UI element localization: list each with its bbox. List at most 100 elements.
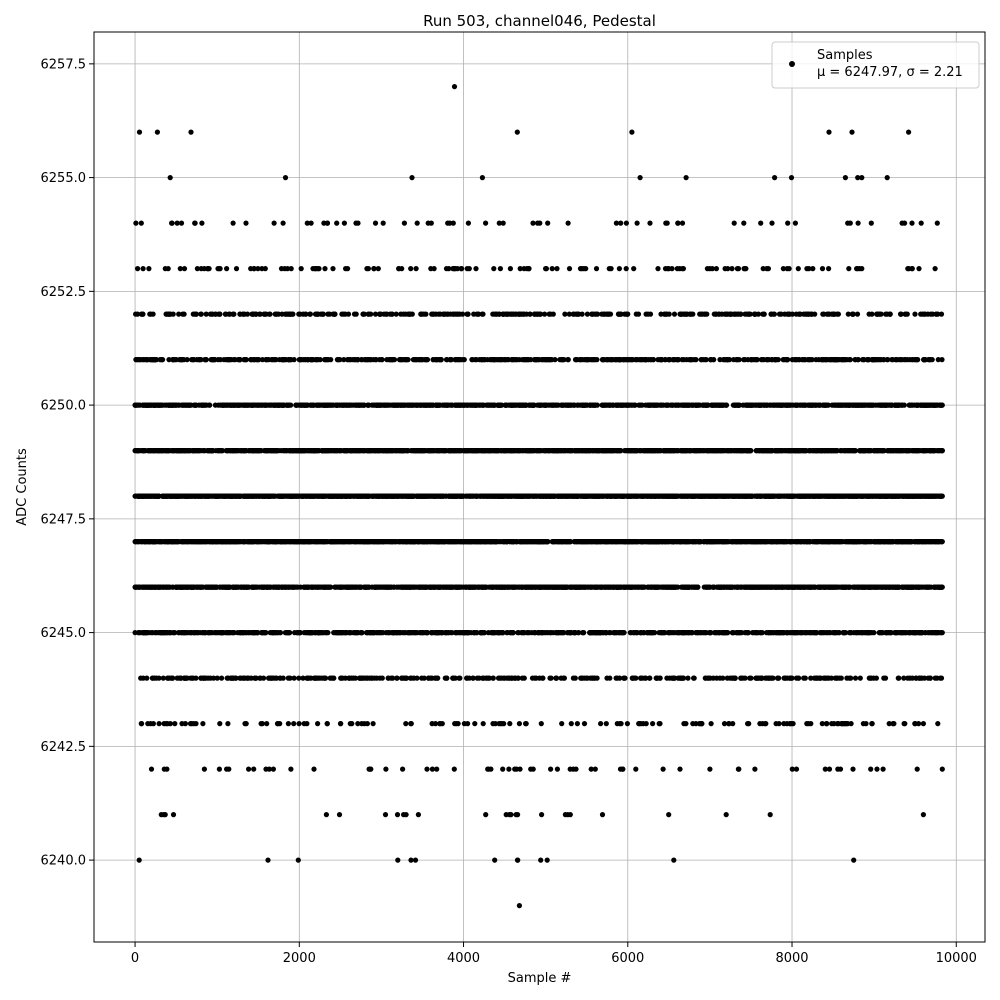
data-point bbox=[337, 721, 344, 727]
data-point bbox=[681, 721, 687, 727]
data-point bbox=[252, 675, 258, 681]
data-point bbox=[675, 584, 681, 590]
data-point bbox=[162, 630, 168, 636]
data-point bbox=[236, 584, 242, 590]
data-point bbox=[574, 721, 581, 727]
data-point bbox=[495, 584, 501, 590]
data-point bbox=[769, 675, 775, 681]
data-point bbox=[710, 584, 716, 590]
data-point bbox=[691, 675, 697, 681]
data-point bbox=[246, 766, 252, 772]
data-point bbox=[353, 630, 359, 636]
data-point bbox=[141, 584, 147, 590]
data-point bbox=[300, 675, 306, 681]
data-point bbox=[926, 630, 932, 636]
data-point bbox=[880, 766, 886, 772]
data-point bbox=[850, 766, 856, 772]
data-point bbox=[829, 721, 835, 727]
data-point bbox=[476, 675, 482, 681]
data-point bbox=[621, 630, 627, 636]
data-point bbox=[920, 721, 927, 727]
data-point bbox=[444, 675, 450, 681]
data-point bbox=[412, 857, 419, 863]
data-point bbox=[660, 766, 666, 772]
data-point bbox=[884, 630, 890, 636]
data-point bbox=[523, 721, 529, 727]
data-point bbox=[367, 766, 373, 772]
data-point bbox=[923, 539, 930, 545]
data-point bbox=[291, 675, 297, 681]
data-point bbox=[614, 584, 620, 590]
data-point bbox=[813, 630, 819, 636]
data-point bbox=[708, 539, 714, 545]
data-point bbox=[799, 584, 805, 590]
data-point bbox=[767, 812, 773, 818]
data-point bbox=[488, 766, 494, 772]
data-point bbox=[671, 857, 677, 863]
data-point bbox=[592, 766, 598, 772]
data-point bbox=[200, 721, 206, 727]
data-point bbox=[295, 857, 301, 863]
data-point bbox=[802, 675, 808, 681]
data-point bbox=[752, 539, 758, 545]
data-point bbox=[686, 584, 692, 590]
data-point bbox=[720, 539, 726, 545]
data-point bbox=[693, 539, 700, 545]
data-point bbox=[745, 721, 751, 727]
data-point bbox=[515, 630, 521, 636]
data-point bbox=[507, 630, 513, 636]
data-point bbox=[170, 539, 176, 545]
data-point bbox=[238, 675, 244, 681]
data-point bbox=[852, 539, 858, 545]
data-point bbox=[244, 675, 250, 681]
data-point bbox=[156, 721, 162, 727]
data-point bbox=[388, 584, 394, 590]
data-point bbox=[291, 721, 297, 727]
data-point bbox=[243, 630, 249, 636]
data-point bbox=[690, 721, 696, 727]
data-point bbox=[579, 584, 585, 590]
data-point bbox=[337, 539, 343, 545]
data-point bbox=[530, 766, 536, 772]
data-point bbox=[503, 539, 509, 545]
data-point bbox=[403, 721, 409, 727]
data-point bbox=[531, 630, 538, 636]
data-point bbox=[795, 675, 802, 681]
data-point bbox=[429, 766, 435, 772]
data-point bbox=[682, 539, 688, 545]
data-point bbox=[919, 630, 925, 636]
data-point bbox=[559, 539, 565, 545]
data-point bbox=[488, 584, 495, 590]
data-point bbox=[349, 721, 355, 727]
data-point bbox=[723, 812, 729, 818]
data-point bbox=[920, 812, 927, 818]
data-point bbox=[233, 675, 239, 681]
data-point bbox=[466, 539, 472, 545]
data-point bbox=[350, 675, 356, 681]
data-point bbox=[356, 584, 362, 590]
data-point bbox=[921, 675, 928, 681]
data-point bbox=[225, 721, 231, 727]
data-point bbox=[701, 630, 707, 636]
data-point bbox=[580, 539, 586, 545]
data-point bbox=[327, 584, 333, 590]
data-point bbox=[492, 721, 498, 727]
data-point bbox=[495, 539, 501, 545]
data-point bbox=[558, 584, 564, 590]
data-point bbox=[219, 539, 226, 545]
data-point bbox=[771, 539, 777, 545]
data-point bbox=[460, 539, 467, 545]
data-point bbox=[237, 630, 243, 636]
data-point bbox=[364, 721, 370, 727]
data-point bbox=[789, 721, 795, 727]
samples-series bbox=[132, 84, 945, 909]
data-point bbox=[575, 630, 582, 636]
data-point bbox=[394, 675, 400, 681]
data-point bbox=[424, 630, 430, 636]
data-point bbox=[193, 675, 199, 681]
data-point bbox=[506, 675, 513, 681]
data-point bbox=[869, 721, 875, 727]
data-point bbox=[219, 584, 225, 590]
data-point bbox=[633, 766, 639, 772]
data-point bbox=[429, 630, 435, 636]
